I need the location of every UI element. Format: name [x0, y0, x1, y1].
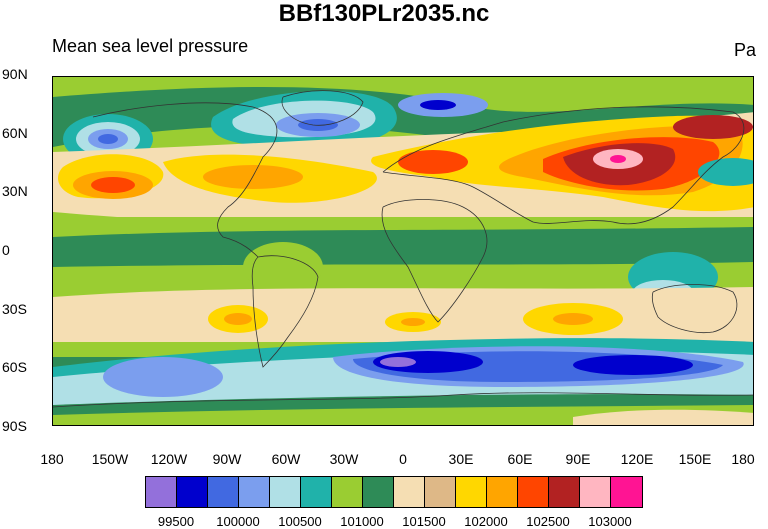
- europe-high: [398, 150, 468, 174]
- colorbar: [145, 476, 643, 508]
- colorbar-swatch: [425, 477, 456, 507]
- colorbar-swatch: [394, 477, 425, 507]
- colorbar-label: 100500: [278, 514, 322, 529]
- south-atlantic-high-core: [401, 318, 425, 326]
- map-panel: [52, 76, 754, 426]
- lat-label-90s: 90S: [2, 418, 27, 434]
- variable-name: Mean sea level pressure: [52, 36, 249, 56]
- lat-label-60n: 60N: [2, 125, 28, 141]
- colorbar-label: 101000: [340, 514, 384, 529]
- lat-label-eq: 0: [2, 242, 10, 258]
- greenland-coast: [281, 90, 364, 126]
- lon-label-30e: 30E: [448, 451, 474, 467]
- colorbar-label: 100000: [216, 514, 260, 529]
- antarctica-coast: [53, 392, 753, 408]
- lon-label-90w: 90W: [212, 451, 242, 467]
- southern-low-core-west: [373, 351, 483, 373]
- aleutian-low-core: [98, 134, 118, 144]
- siberian-high-max: [610, 155, 626, 163]
- colorbar-swatch: [549, 477, 580, 507]
- colorbar-label: 99500: [157, 514, 195, 529]
- north-america-coast: [92, 102, 278, 258]
- colorbar-swatch: [177, 477, 208, 507]
- colorbar-swatch: [208, 477, 239, 507]
- antarctic-tan: [573, 409, 753, 425]
- north-pacific-high-inner: [91, 177, 135, 193]
- colorbar-label: 102500: [526, 514, 570, 529]
- south-pacific-low: [103, 357, 223, 397]
- lat-label-60s: 60S: [2, 359, 27, 375]
- colorbar-swatch: [518, 477, 549, 507]
- map-title: BBf130PLr2035.nc: [278, 0, 490, 27]
- units-label: Pa: [733, 40, 756, 60]
- southern-low-core-east: [573, 355, 693, 375]
- lat-label-30s: 30S: [2, 301, 27, 317]
- eurasia-coast: [382, 106, 745, 225]
- colorbar-swatch: [239, 477, 270, 507]
- barents-low-core: [420, 100, 456, 110]
- south-indian-high-core: [553, 313, 593, 325]
- colorbar-swatch: [363, 477, 394, 507]
- lon-label-150w: 150W: [91, 451, 129, 467]
- colorbar-swatch: [146, 477, 177, 507]
- east-asia-high: [673, 115, 753, 139]
- pressure-field-map: [53, 77, 753, 425]
- colorbar-label: 103000: [588, 514, 632, 529]
- colorbar-swatch: [332, 477, 363, 507]
- lon-label-90e: 90E: [565, 451, 591, 467]
- coastlines: [53, 90, 753, 408]
- colorbar-swatch: [456, 477, 487, 507]
- colorbar-label: 101500: [402, 514, 446, 529]
- lon-label-120w: 120W: [150, 451, 188, 467]
- australia-coast: [651, 284, 738, 334]
- lon-label-60e: 60E: [507, 451, 533, 467]
- colorbar-swatch: [301, 477, 332, 507]
- lon-label-180e: 180: [731, 451, 755, 467]
- lat-label-90n: 90N: [2, 66, 28, 82]
- south-pacific-high-core: [224, 313, 252, 325]
- lon-label-150e: 150E: [678, 451, 712, 467]
- north-pacific-east-low: [698, 158, 753, 186]
- tropical-green: [53, 227, 753, 267]
- africa-coast: [381, 199, 488, 323]
- south-america-low: [243, 242, 323, 292]
- colorbar-swatch: [487, 477, 518, 507]
- southern-low-min: [380, 357, 416, 367]
- lon-label-0: 0: [399, 451, 407, 467]
- lon-label-30w: 30W: [329, 451, 359, 467]
- lon-label-60w: 60W: [271, 451, 301, 467]
- lon-label-120e: 120E: [620, 451, 654, 467]
- colorbar-swatch: [270, 477, 301, 507]
- colorbar-label: 102000: [464, 514, 508, 529]
- colorbar-swatch: [611, 477, 642, 507]
- lat-label-30n: 30N: [2, 183, 28, 199]
- colorbar-swatch: [580, 477, 611, 507]
- south-america-coast: [251, 255, 319, 368]
- lon-label-180w: 180: [40, 451, 64, 467]
